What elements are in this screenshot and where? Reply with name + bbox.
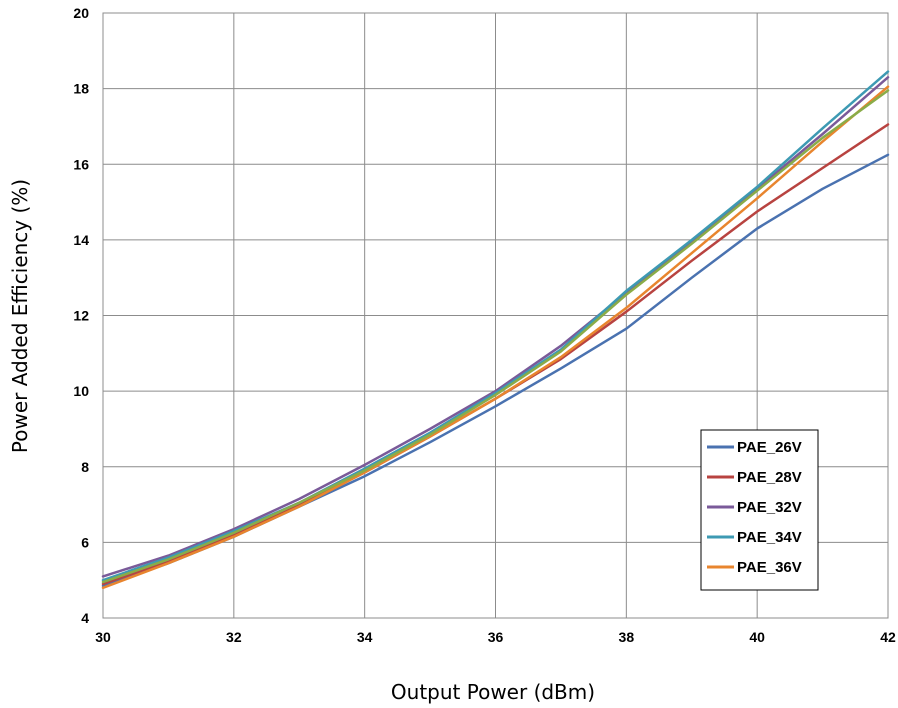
legend-label: PAE_28V — [737, 469, 802, 486]
y-tick-label: 18 — [73, 81, 89, 97]
legend-label: PAE_26V — [737, 439, 802, 456]
x-tick-labels: 30 32 34 36 38 40 42 — [95, 629, 896, 645]
x-tick-label: 40 — [749, 629, 765, 645]
legend-label: PAE_36V — [737, 559, 802, 576]
y-tick-label: 6 — [81, 534, 89, 550]
y-tick-label: 8 — [81, 459, 89, 475]
x-tick-label: 42 — [880, 629, 896, 645]
y-tick-label: 12 — [73, 308, 89, 324]
legend-label: PAE_34V — [737, 529, 802, 546]
y-axis-title: Power Added Efficiency (%) — [8, 179, 32, 453]
y-tick-label: 16 — [73, 156, 89, 172]
y-tick-label: 20 — [73, 5, 89, 21]
x-tick-label: 32 — [226, 629, 242, 645]
x-tick-label: 30 — [95, 629, 111, 645]
y-tick-label: 4 — [81, 610, 89, 626]
x-axis-title: Output Power (dBm) — [391, 680, 595, 704]
x-tick-label: 34 — [357, 629, 373, 645]
legend-label: PAE_32V — [737, 499, 802, 516]
legend: PAE_26V PAE_28V PAE_32V PAE_34V PAE_36V — [701, 430, 818, 590]
x-tick-label: 38 — [619, 629, 635, 645]
y-tick-label: 10 — [73, 383, 89, 399]
x-tick-label: 36 — [488, 629, 504, 645]
y-tick-labels: 4 6 8 10 12 14 16 18 20 — [73, 5, 89, 626]
y-tick-label: 14 — [73, 232, 89, 248]
